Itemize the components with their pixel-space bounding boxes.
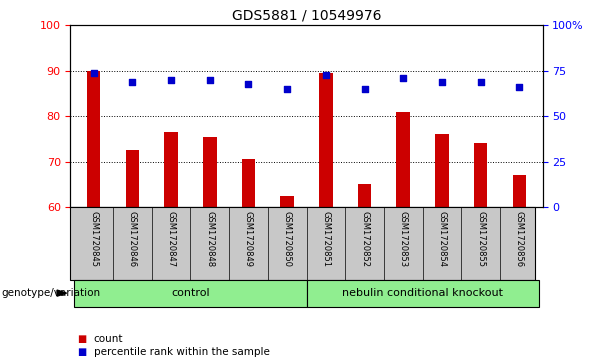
Text: GSM1720850: GSM1720850 <box>283 211 292 266</box>
Text: GSM1720845: GSM1720845 <box>89 211 98 266</box>
Bar <box>203 136 216 207</box>
Title: GDS5881 / 10549976: GDS5881 / 10549976 <box>232 9 381 23</box>
Point <box>89 70 99 76</box>
Point <box>128 79 137 85</box>
Bar <box>435 134 449 207</box>
Bar <box>474 143 487 207</box>
Point <box>243 81 253 87</box>
Bar <box>319 73 333 207</box>
Bar <box>280 196 294 207</box>
Text: GSM1720848: GSM1720848 <box>205 211 215 267</box>
Text: count: count <box>94 334 123 344</box>
Text: control: control <box>171 288 210 298</box>
Point <box>398 75 408 81</box>
FancyBboxPatch shape <box>74 280 306 307</box>
Text: ■: ■ <box>77 334 86 344</box>
Text: GSM1720854: GSM1720854 <box>438 211 446 266</box>
Point <box>205 77 215 83</box>
Point <box>166 77 176 83</box>
Bar <box>87 71 101 207</box>
Text: GSM1720849: GSM1720849 <box>244 211 253 266</box>
Point <box>437 79 447 85</box>
Bar <box>126 150 139 207</box>
Text: GSM1720846: GSM1720846 <box>128 211 137 267</box>
Text: GSM1720852: GSM1720852 <box>360 211 369 266</box>
Bar <box>512 175 526 207</box>
Bar <box>358 184 371 207</box>
Text: genotype/variation: genotype/variation <box>1 288 101 298</box>
Text: ■: ■ <box>77 347 86 357</box>
Text: GSM1720855: GSM1720855 <box>476 211 485 266</box>
FancyBboxPatch shape <box>306 280 539 307</box>
Point <box>476 79 485 85</box>
Text: percentile rank within the sample: percentile rank within the sample <box>94 347 270 357</box>
Bar <box>397 111 410 207</box>
Text: GSM1720853: GSM1720853 <box>398 211 408 267</box>
Bar <box>242 159 255 207</box>
FancyBboxPatch shape <box>70 207 535 280</box>
Text: GSM1720856: GSM1720856 <box>515 211 524 267</box>
Bar <box>164 132 178 207</box>
Text: nebulin conditional knockout: nebulin conditional knockout <box>342 288 503 298</box>
Point <box>360 86 370 92</box>
Point <box>514 84 524 90</box>
Text: GSM1720847: GSM1720847 <box>167 211 175 267</box>
Point <box>321 72 331 78</box>
Point <box>282 86 292 92</box>
Text: GSM1720851: GSM1720851 <box>321 211 330 266</box>
